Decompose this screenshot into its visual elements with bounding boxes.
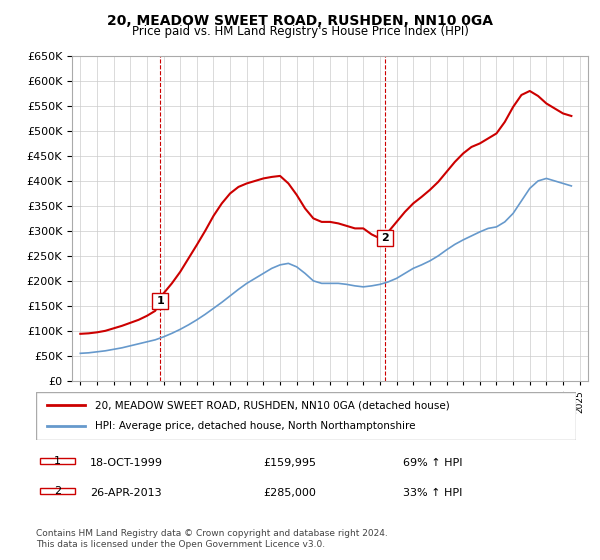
Text: 1: 1: [54, 456, 61, 466]
Text: 18-OCT-1999: 18-OCT-1999: [90, 458, 163, 468]
Text: 26-APR-2013: 26-APR-2013: [90, 488, 161, 498]
Text: 2: 2: [382, 234, 389, 244]
Text: 33% ↑ HPI: 33% ↑ HPI: [403, 488, 463, 498]
Text: HPI: Average price, detached house, North Northamptonshire: HPI: Average price, detached house, Nort…: [95, 421, 416, 431]
Text: Contains HM Land Registry data © Crown copyright and database right 2024.
This d: Contains HM Land Registry data © Crown c…: [36, 529, 388, 549]
Text: £285,000: £285,000: [263, 488, 316, 498]
FancyBboxPatch shape: [40, 458, 75, 464]
Text: £159,995: £159,995: [263, 458, 316, 468]
FancyBboxPatch shape: [40, 488, 75, 493]
Text: Price paid vs. HM Land Registry's House Price Index (HPI): Price paid vs. HM Land Registry's House …: [131, 25, 469, 38]
FancyBboxPatch shape: [36, 392, 576, 440]
Text: 20, MEADOW SWEET ROAD, RUSHDEN, NN10 0GA (detached house): 20, MEADOW SWEET ROAD, RUSHDEN, NN10 0GA…: [95, 400, 450, 410]
Text: 69% ↑ HPI: 69% ↑ HPI: [403, 458, 463, 468]
Text: 1: 1: [157, 296, 164, 306]
Text: 2: 2: [54, 486, 61, 496]
Text: 20, MEADOW SWEET ROAD, RUSHDEN, NN10 0GA: 20, MEADOW SWEET ROAD, RUSHDEN, NN10 0GA: [107, 14, 493, 28]
